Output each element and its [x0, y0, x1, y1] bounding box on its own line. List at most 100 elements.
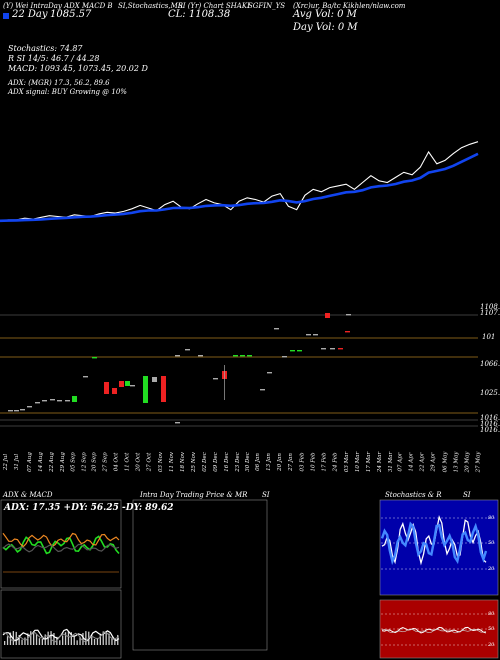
- level-mark-28: [330, 348, 335, 350]
- level-mark-24: [297, 350, 302, 352]
- macd-hist-bar: [50, 631, 52, 645]
- level-mark-10: [83, 376, 88, 378]
- level-mark-12: [175, 355, 180, 357]
- level-label-4: 1066.57: [480, 360, 500, 368]
- macd-hist-bar: [53, 633, 55, 645]
- macd-hist-bar: [99, 633, 101, 645]
- adx-values: ADX: 17.35 +DY: 56.25 -DY: 89.62: [4, 503, 174, 513]
- candle-0: [72, 396, 77, 402]
- header-line1-left: (Y) Wei IntraDay ADX MACD B: [3, 2, 113, 10]
- level-mark-1: [14, 410, 19, 412]
- level-mark-14: [198, 355, 203, 357]
- macd-hist-bar: [21, 639, 23, 645]
- macd-signal-line: [2, 631, 120, 643]
- level-mark-7: [57, 400, 62, 402]
- macd-hist-bar: [111, 637, 113, 645]
- level-mark-9: [92, 357, 97, 359]
- rsi-level-20: 20: [488, 642, 495, 648]
- level-mark-3: [27, 406, 32, 408]
- macd-hist-bar: [102, 631, 104, 645]
- macd-hist-bar: [91, 634, 93, 645]
- level-mark-27: [321, 348, 326, 350]
- level-mark-16: [233, 355, 238, 357]
- macd-hist-bar: [108, 633, 110, 645]
- macd-hist-bar: [105, 631, 107, 645]
- macd-hist-bar: [35, 633, 38, 645]
- level-mark-20: [267, 372, 272, 374]
- level-mark-6: [50, 399, 55, 401]
- level-mark-11: [130, 385, 135, 387]
- level-mark-13: [185, 349, 190, 351]
- macd-hist-bar: [4, 641, 6, 645]
- level-label-1: 1108.38: [480, 303, 500, 311]
- macd-text: MACD: 1093.45, 1073.45, 20.02 D: [8, 64, 148, 73]
- stoch-panel-title: Stochastics & R: [385, 491, 442, 499]
- price-chart: [0, 141, 479, 223]
- macd-hist-bar: [33, 631, 35, 645]
- avg-vol: Avg Vol: 0 M: [293, 9, 357, 20]
- level-label-8: 1016.55: [480, 426, 500, 434]
- stoch-level-80: 80: [488, 515, 495, 521]
- macd-hist-bar: [67, 631, 70, 645]
- candle-1: [104, 382, 109, 394]
- level-mark-26: [313, 334, 318, 336]
- level-mark-18: [247, 355, 252, 357]
- level-mark-30: [345, 331, 350, 333]
- macd-hist-bar: [62, 635, 64, 645]
- macd-hist-bar: [70, 632, 72, 645]
- close-label: CL: 1108.38: [168, 9, 231, 20]
- macd-hist-bar: [47, 631, 49, 645]
- header-line1-mid: SI,Stochastics,MR: [118, 2, 184, 10]
- adx-panel-title: ADX & MACD: [3, 491, 53, 499]
- macd-hist-bar: [41, 638, 43, 645]
- macd-hist-bar: [59, 640, 61, 645]
- macd-hist-bar: [73, 635, 75, 645]
- stoch-level-20: 20: [488, 566, 495, 572]
- level-label-6: 1016.55: [480, 414, 500, 422]
- intraday-panel-title: Intra Day Trading Price & MR: [140, 491, 248, 499]
- macd-hist-bar: [85, 631, 87, 645]
- macd-hist-bar: [6, 636, 9, 645]
- price-line: [0, 141, 479, 222]
- candle-3: [119, 381, 124, 387]
- intraday-si: SI: [262, 491, 270, 499]
- stoch-d-line: [380, 521, 488, 566]
- candle-6: [152, 377, 157, 382]
- stochastics-text: Stochastics: 74.87: [8, 44, 83, 53]
- level-mark-5: [42, 400, 47, 402]
- macd-hist-bar: [12, 631, 14, 645]
- rsi-signal-line: [381, 628, 487, 634]
- rsi-level-50: 50: [488, 626, 495, 632]
- adx-text: ADX: (MGR) 17.3, 56.2, 89.6: [8, 79, 110, 87]
- macd-hist-bar: [114, 639, 116, 645]
- macd-panel-frame: [0, 589, 122, 659]
- macd-hist-bar: [79, 636, 81, 645]
- level-mark-0: [8, 410, 13, 412]
- candle-7: [161, 376, 166, 402]
- level-label-3: 101: [482, 333, 496, 341]
- header-line1-right: SGFIN_YS: [248, 2, 286, 10]
- level-mark-15: [213, 378, 218, 380]
- stoch-si: SI: [463, 491, 471, 499]
- day-vol: Day Vol: 0 M: [293, 22, 358, 33]
- macd-hist-bar: [76, 640, 78, 645]
- rsi-level-80: 80: [488, 611, 495, 617]
- level-mark-22: [282, 356, 287, 358]
- level-mark-17: [240, 355, 245, 357]
- adx-minus-di-line: [2, 532, 120, 548]
- macd-hist-bar: [24, 637, 26, 645]
- macd-hist-bar: [18, 635, 20, 645]
- rsi-text: R SI 14/5: 46.7 / 44.28: [8, 54, 100, 63]
- level-label-5: 1025.54: [480, 389, 500, 397]
- macd-hist-bar: [82, 632, 84, 645]
- intraday-panel-frame: [132, 499, 268, 651]
- date-label: 22 Day: [12, 9, 48, 20]
- ema-line: [0, 152, 479, 223]
- close-prefix: 1085.57: [50, 9, 92, 20]
- ema-legend-swatch: [3, 13, 9, 19]
- level-mark-32: [175, 422, 180, 424]
- level-mark-23: [290, 350, 295, 352]
- macd-hist-bar: [30, 631, 32, 645]
- macd-hist-bar: [96, 638, 99, 645]
